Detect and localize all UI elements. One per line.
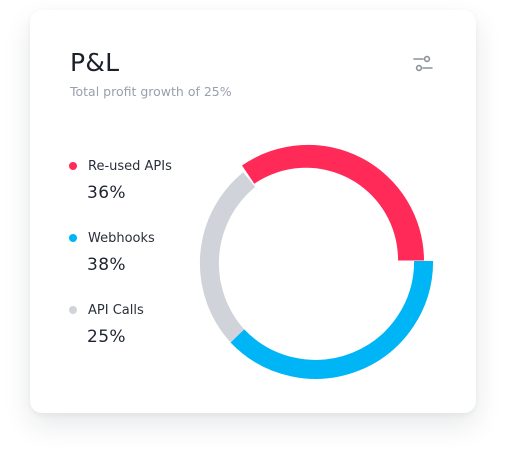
pl-card: P&L Total profit growth of 25% Re-used A… (30, 10, 476, 413)
legend-dot (69, 234, 77, 242)
donut-segment-api-calls (199, 172, 256, 343)
donut-segment-webhooks (230, 260, 434, 379)
legend-item-reused-apis: Re-used APIs 36% (69, 158, 172, 203)
legend-label: API Calls (88, 302, 144, 318)
card-title: P&L (70, 48, 120, 77)
donut-segment-reused-apis (242, 144, 424, 261)
legend-label: Webhooks (88, 230, 155, 246)
filter-settings-button[interactable] (411, 52, 435, 76)
legend-value: 36% (87, 183, 126, 203)
legend-dot (69, 306, 77, 314)
legend-value: 38% (87, 255, 126, 275)
card-subtitle: Total profit growth of 25% (70, 84, 232, 99)
donut-chart (199, 144, 434, 379)
legend-value: 25% (87, 327, 126, 347)
legend-item-webhooks: Webhooks 38% (69, 230, 155, 275)
legend-label: Re-used APIs (88, 158, 172, 174)
legend-item-api-calls: API Calls 25% (69, 302, 144, 347)
legend-dot (69, 162, 77, 170)
sliders-icon (413, 55, 433, 72)
